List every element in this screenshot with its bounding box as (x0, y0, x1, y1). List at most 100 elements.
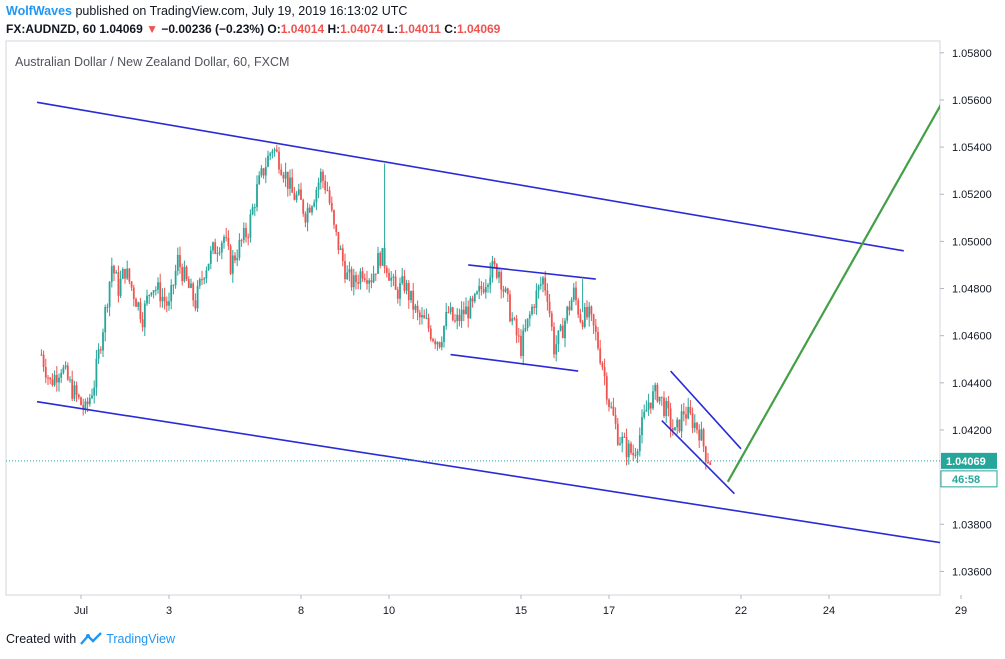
candle-body (93, 387, 96, 396)
candle-body (82, 405, 85, 410)
candle-body (575, 287, 577, 301)
candle-body (77, 394, 80, 398)
tradingview-brand[interactable]: TradingView (106, 632, 175, 646)
candle-body (473, 293, 476, 302)
candle-body (300, 189, 302, 200)
candle-body (251, 207, 254, 215)
candle-body (579, 314, 582, 322)
trendline-channel-upper[interactable] (36, 101, 904, 252)
trendline-wedge-upper[interactable] (670, 370, 742, 450)
price-chart[interactable]: 1.036001.038001.040001.042001.044001.046… (0, 0, 1005, 630)
candle-body (590, 306, 593, 315)
candle-body (445, 311, 448, 327)
candle-body (484, 286, 487, 293)
y-tick-label: 1.04600 (952, 331, 992, 343)
candle-body (392, 276, 395, 278)
candle-body (619, 443, 621, 445)
candle-body (502, 289, 505, 292)
candle-body (610, 406, 613, 408)
candle-body (641, 417, 643, 436)
candle-body (328, 190, 331, 203)
time-axis[interactable]: Jul 3 8 10 15 17 22 24 29 (74, 595, 967, 617)
candle-body (561, 325, 564, 339)
candle-body (693, 422, 696, 429)
candle-body (53, 374, 56, 386)
candle-body (533, 306, 536, 308)
candle-body (205, 270, 208, 279)
y-tick-label: 1.05200 (952, 189, 992, 201)
trendline-projection[interactable] (726, 46, 974, 483)
open-label: O: (267, 22, 281, 36)
candle-body (130, 281, 133, 288)
y-tick-label: 1.05800 (952, 48, 992, 60)
candle-body (616, 423, 619, 445)
candle-body (174, 270, 177, 286)
trendline-flag-upper[interactable] (468, 264, 596, 280)
candle-body (671, 428, 674, 431)
author-link[interactable]: WolfWaves (6, 4, 72, 18)
trendline-flag-lower[interactable] (450, 353, 579, 372)
candle-body (412, 290, 415, 310)
candle-body (346, 272, 349, 280)
candle-body (685, 414, 687, 419)
candle-body (229, 246, 232, 274)
candle-body (181, 267, 184, 282)
candle-body (330, 202, 333, 211)
candle-body (40, 354, 43, 356)
candle-body (682, 411, 685, 415)
x-tick-label: 15 (515, 605, 527, 617)
candle-body (531, 306, 533, 315)
candle-body (658, 396, 661, 402)
candle-body (504, 288, 507, 292)
trendline-channel-lower[interactable] (36, 400, 943, 544)
candle-body (161, 296, 164, 302)
candle-body (214, 242, 217, 254)
candle-body (577, 300, 580, 315)
y-tick-label: 1.03600 (952, 566, 992, 578)
candle-body (546, 290, 549, 302)
candle-body (227, 237, 230, 247)
candle-body (352, 275, 355, 288)
candle-body (99, 349, 102, 351)
change-value: −0.00236 (−0.23%) (161, 22, 265, 36)
open-value: 1.04014 (280, 22, 325, 36)
x-tick-label: 10 (383, 605, 395, 617)
candle-body (625, 437, 628, 458)
candle-body (258, 175, 261, 185)
candle-body (319, 171, 322, 183)
candle-body (159, 282, 162, 302)
candle-body (374, 273, 377, 275)
candle-body (542, 277, 544, 285)
candle-body (451, 307, 454, 321)
candle-body (341, 248, 344, 262)
countdown-tag: 46:58 (940, 470, 998, 488)
trendline-wedge-lower[interactable] (661, 419, 735, 495)
candle-body (663, 397, 665, 417)
candle-body (247, 237, 250, 239)
candle-body (416, 305, 419, 313)
candle-body (218, 252, 221, 254)
candle-body (614, 415, 617, 424)
candle-body (42, 354, 45, 368)
candle-body (366, 280, 368, 284)
price-axis[interactable]: 1.036001.038001.040001.042001.044001.046… (940, 48, 992, 579)
candle-body (62, 367, 65, 373)
candle-body (368, 280, 371, 284)
candle-body (350, 269, 353, 288)
last-price: 1.04069 (99, 22, 143, 36)
candle-body (555, 344, 558, 355)
candle-body (478, 285, 481, 292)
candle-body (669, 408, 672, 429)
candle-body (700, 429, 703, 441)
candle-body (385, 267, 388, 274)
candle-body (460, 309, 463, 322)
candle-body (465, 306, 467, 315)
candle-body (212, 242, 214, 251)
candle-body (126, 268, 129, 279)
candle-body (548, 301, 551, 314)
candle-body (652, 391, 654, 409)
candle-body (517, 335, 520, 337)
candle-body (363, 278, 366, 281)
candle-body (456, 314, 459, 321)
plot-area[interactable] (5, 40, 941, 596)
